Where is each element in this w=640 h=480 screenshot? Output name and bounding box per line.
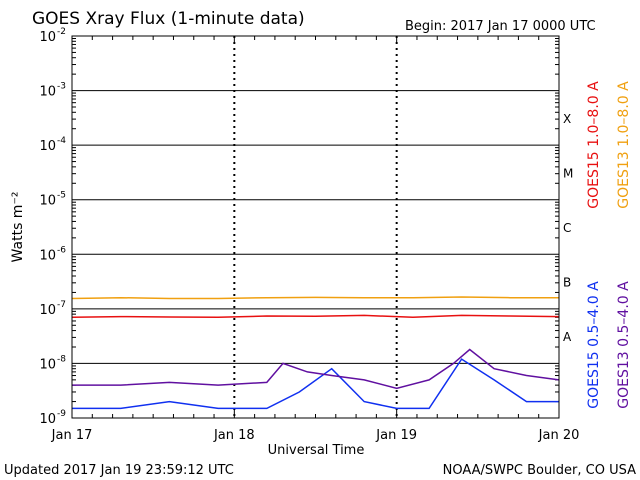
legend: GOES15 1.0–8.0 A GOES13 1.0–8.0 A GOES15 0… xyxy=(586,81,632,409)
y-tick-label: 10 xyxy=(39,85,56,100)
y-tick-exponent: -9 xyxy=(57,409,66,419)
series-line-2 xyxy=(71,296,559,300)
begin-label: Begin: 2017 Jan 17 0000 UTC xyxy=(405,19,596,34)
flare-class-label: X xyxy=(563,112,571,126)
flare-class-label: C xyxy=(563,221,571,235)
legend-entry-3: GOES15 0.5–4.0 A xyxy=(586,281,602,409)
y-tick-exponent: -4 xyxy=(57,136,66,146)
grid-lines xyxy=(71,36,560,418)
x-tick-label: Jan 17 xyxy=(51,428,93,443)
y-tick-labels: 10-210-310-410-510-610-710-810-9 xyxy=(39,27,66,427)
legend-entry-1: GOES15 1.0–8.0 A xyxy=(586,81,602,209)
flare-class-label: A xyxy=(563,330,572,344)
updated-label: Updated 2017 Jan 19 23:59:12 UTC xyxy=(4,463,234,478)
flare-class-label: B xyxy=(563,276,571,290)
y-tick-label: 10 xyxy=(39,194,56,209)
flare-class-label: M xyxy=(563,166,573,180)
y-tick-label: 10 xyxy=(39,30,56,45)
x-tick-labels: Jan 17 Jan 18 Jan 19 Jan 20 xyxy=(51,428,580,443)
y-tick-label: 10 xyxy=(39,248,56,263)
y-tick-exponent: -3 xyxy=(57,82,66,92)
x-tick-label: Jan 20 xyxy=(538,428,580,443)
credit-label: NOAA/SWPC Boulder, CO USA xyxy=(443,463,636,478)
plot-frame xyxy=(71,35,560,419)
y-tick-exponent: -5 xyxy=(57,191,66,201)
flare-class-labels: X M C B A xyxy=(563,112,573,344)
y-tick-label: 10 xyxy=(39,412,56,427)
y-tick-label: 10 xyxy=(39,303,56,318)
y-tick-label: 10 xyxy=(39,139,56,154)
series-line-1 xyxy=(71,314,560,319)
series-line-3 xyxy=(72,358,559,410)
x-axis-label: Universal Time xyxy=(268,443,365,458)
legend-entry-2: GOES13 1.0–8.0 A xyxy=(616,81,632,209)
y-tick-exponent: -7 xyxy=(57,300,66,310)
series-layer xyxy=(71,296,560,410)
y-tick-exponent: -8 xyxy=(57,354,66,364)
y-tick-exponent: -6 xyxy=(57,245,66,255)
x-tick-label: Jan 19 xyxy=(375,428,417,443)
legend-entry-4: GOES13 0.5–4.0 A xyxy=(616,281,632,409)
x-tick-label: Jan 18 xyxy=(213,428,255,443)
y-axis-label: Watts m⁻² xyxy=(10,192,26,263)
chart-title: GOES Xray Flux (1-minute data) xyxy=(32,9,305,29)
y-tick-label: 10 xyxy=(39,357,56,372)
y-tick-exponent: -2 xyxy=(57,27,66,37)
series-line-4 xyxy=(72,348,560,390)
